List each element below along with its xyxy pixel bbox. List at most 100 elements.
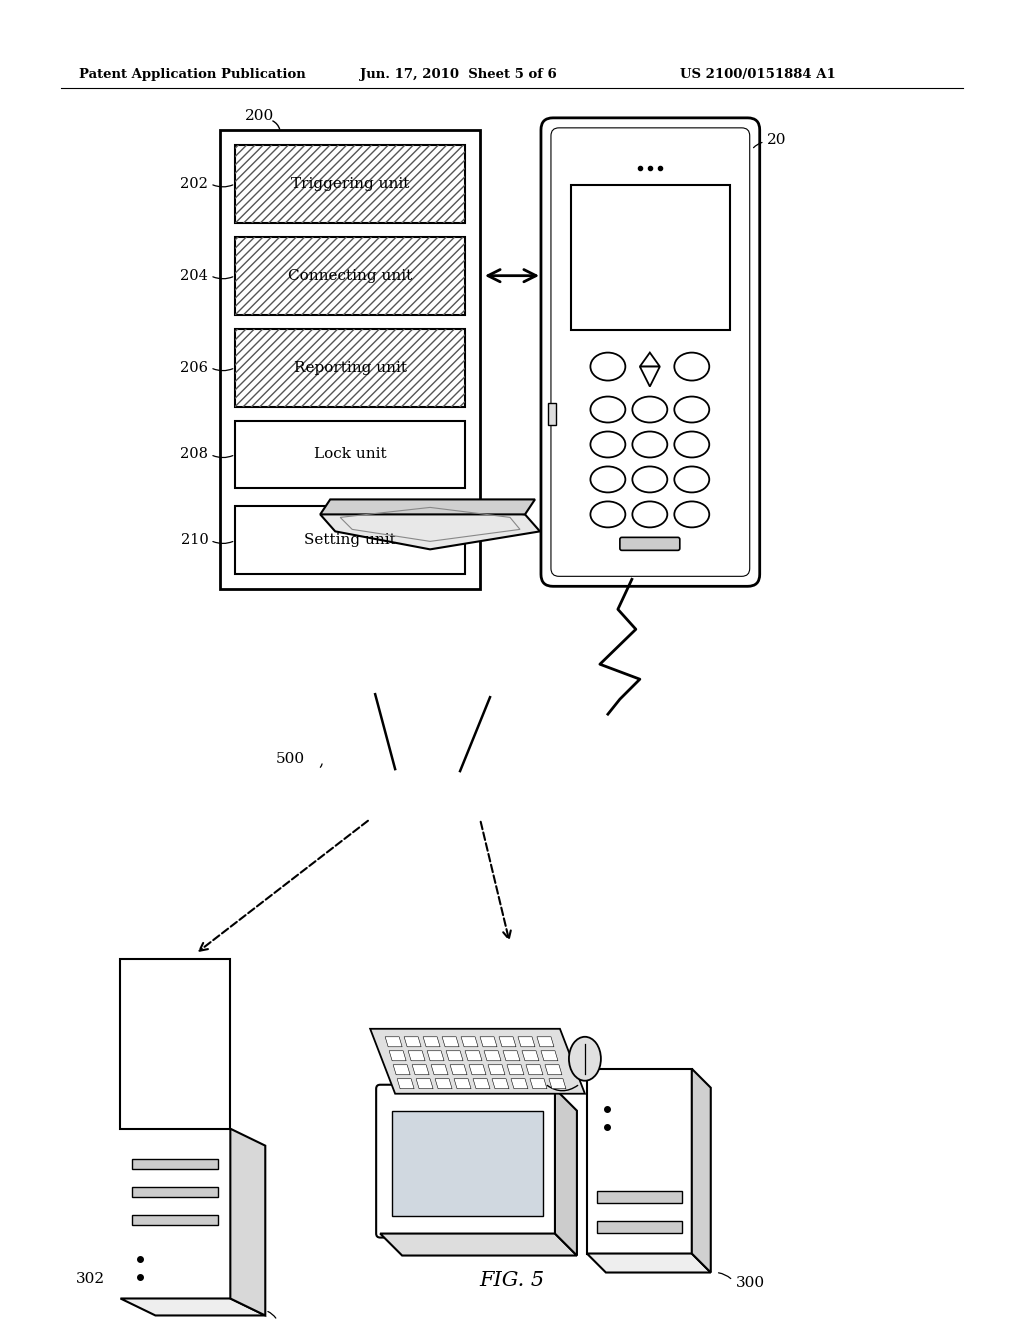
Polygon shape	[461, 1036, 478, 1047]
Polygon shape	[503, 1051, 520, 1061]
Polygon shape	[385, 1036, 402, 1047]
Polygon shape	[640, 367, 659, 387]
Polygon shape	[435, 1078, 452, 1089]
Polygon shape	[442, 1036, 459, 1047]
Bar	[121, 958, 230, 1129]
Bar	[571, 185, 730, 330]
FancyBboxPatch shape	[376, 1085, 559, 1238]
Polygon shape	[431, 1065, 449, 1074]
Polygon shape	[409, 1051, 425, 1061]
Polygon shape	[511, 1078, 528, 1089]
Bar	[548, 403, 556, 425]
Text: 210: 210	[180, 533, 208, 548]
Polygon shape	[393, 1065, 411, 1074]
Text: 302: 302	[77, 1271, 105, 1286]
Ellipse shape	[591, 396, 626, 422]
Text: US 2100/0151884 A1: US 2100/0151884 A1	[680, 69, 836, 82]
Polygon shape	[412, 1065, 429, 1074]
Text: Jun. 17, 2010  Sheet 5 of 6: Jun. 17, 2010 Sheet 5 of 6	[360, 69, 557, 82]
Polygon shape	[492, 1078, 509, 1089]
Polygon shape	[427, 1051, 444, 1061]
Ellipse shape	[675, 396, 710, 422]
Bar	[587, 1069, 692, 1254]
Bar	[236, 329, 465, 407]
Ellipse shape	[591, 466, 626, 492]
FancyBboxPatch shape	[620, 537, 680, 550]
Bar	[392, 1110, 543, 1216]
Bar	[236, 329, 465, 407]
Polygon shape	[380, 1234, 577, 1255]
Ellipse shape	[591, 432, 626, 458]
Ellipse shape	[633, 466, 668, 492]
Bar	[132, 1187, 218, 1197]
Polygon shape	[454, 1078, 471, 1089]
Polygon shape	[537, 1036, 554, 1047]
Ellipse shape	[675, 352, 710, 380]
Polygon shape	[423, 1036, 440, 1047]
Bar	[597, 1221, 682, 1233]
Polygon shape	[549, 1078, 566, 1089]
Ellipse shape	[633, 432, 668, 458]
Polygon shape	[518, 1036, 535, 1047]
Polygon shape	[692, 1069, 711, 1272]
Bar	[236, 236, 465, 314]
Polygon shape	[522, 1051, 539, 1061]
Ellipse shape	[675, 502, 710, 528]
Text: 300: 300	[735, 1275, 765, 1290]
Polygon shape	[488, 1065, 505, 1074]
Ellipse shape	[591, 502, 626, 528]
Polygon shape	[321, 499, 535, 515]
Text: 500: 500	[276, 752, 305, 766]
Polygon shape	[480, 1036, 497, 1047]
Bar	[132, 1214, 218, 1225]
Polygon shape	[499, 1036, 516, 1047]
Polygon shape	[451, 1065, 467, 1074]
Polygon shape	[484, 1051, 501, 1061]
Text: 20: 20	[767, 133, 786, 147]
Bar	[597, 1191, 682, 1203]
Text: 202: 202	[180, 177, 208, 191]
Polygon shape	[121, 1299, 265, 1316]
Polygon shape	[507, 1065, 524, 1074]
Polygon shape	[530, 1078, 547, 1089]
Bar	[236, 236, 465, 314]
Text: Connecting unit: Connecting unit	[288, 269, 413, 282]
Ellipse shape	[569, 1036, 601, 1081]
Bar	[236, 145, 465, 223]
Polygon shape	[526, 1065, 543, 1074]
Text: 204: 204	[180, 269, 208, 282]
Text: 200: 200	[246, 108, 274, 123]
Polygon shape	[370, 1028, 585, 1094]
Bar	[132, 1159, 218, 1168]
Polygon shape	[640, 352, 659, 367]
Ellipse shape	[633, 396, 668, 422]
Bar	[236, 421, 465, 488]
Text: Patent Application Publication: Patent Application Publication	[79, 69, 305, 82]
Polygon shape	[230, 1129, 265, 1316]
Polygon shape	[555, 1089, 577, 1255]
Polygon shape	[473, 1078, 490, 1089]
Text: 206: 206	[180, 360, 208, 375]
Polygon shape	[545, 1065, 562, 1074]
Bar	[236, 145, 465, 223]
Text: Reporting unit: Reporting unit	[294, 360, 407, 375]
FancyBboxPatch shape	[541, 117, 760, 586]
Bar	[220, 129, 480, 589]
Text: 208: 208	[180, 447, 208, 462]
Ellipse shape	[591, 352, 626, 380]
Polygon shape	[446, 1051, 463, 1061]
Text: Triggering unit: Triggering unit	[291, 177, 410, 191]
Polygon shape	[321, 502, 540, 549]
Polygon shape	[416, 1078, 433, 1089]
Text: Lock unit: Lock unit	[314, 447, 386, 462]
Ellipse shape	[442, 1057, 512, 1076]
Polygon shape	[397, 1078, 414, 1089]
Polygon shape	[541, 1051, 558, 1061]
Polygon shape	[404, 1036, 421, 1047]
Polygon shape	[465, 1051, 482, 1061]
Text: Setting unit: Setting unit	[304, 533, 396, 548]
Polygon shape	[587, 1254, 711, 1272]
Text: FIG. 5: FIG. 5	[479, 1271, 545, 1290]
Ellipse shape	[675, 466, 710, 492]
Polygon shape	[389, 1051, 407, 1061]
